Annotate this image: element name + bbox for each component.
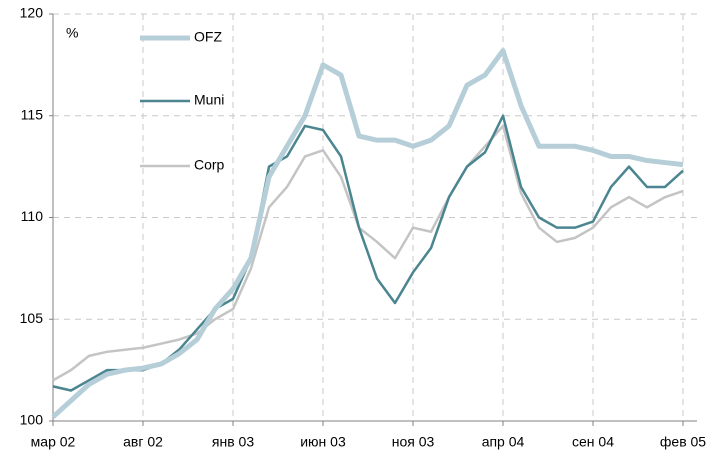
x-tick-label: апр 04 — [482, 434, 525, 450]
legend-label: Muni — [194, 92, 224, 108]
x-tick-label: июн 03 — [300, 434, 346, 450]
unit-label: % — [66, 25, 78, 41]
y-tick-label: 110 — [21, 208, 44, 224]
x-tick-label: ноя 03 — [392, 434, 435, 450]
series-line — [52, 124, 684, 382]
y-tick-label: 120 — [20, 5, 44, 21]
x-tick-label: янв 03 — [212, 434, 254, 450]
legend-label: OFZ — [194, 29, 222, 45]
x-tick-label: сен 04 — [572, 434, 614, 450]
y-tick-label: 100 — [20, 412, 44, 428]
x-tick-label: фев 05 — [660, 434, 706, 450]
series-line — [52, 114, 684, 392]
y-tick-label: 105 — [20, 310, 44, 326]
y-tick-label: 115 — [21, 106, 44, 122]
series-line — [51, 48, 684, 419]
x-tick-label: мар 02 — [31, 434, 76, 450]
legend-label: Corp — [194, 157, 225, 173]
x-tick-label: авг 02 — [123, 434, 163, 450]
